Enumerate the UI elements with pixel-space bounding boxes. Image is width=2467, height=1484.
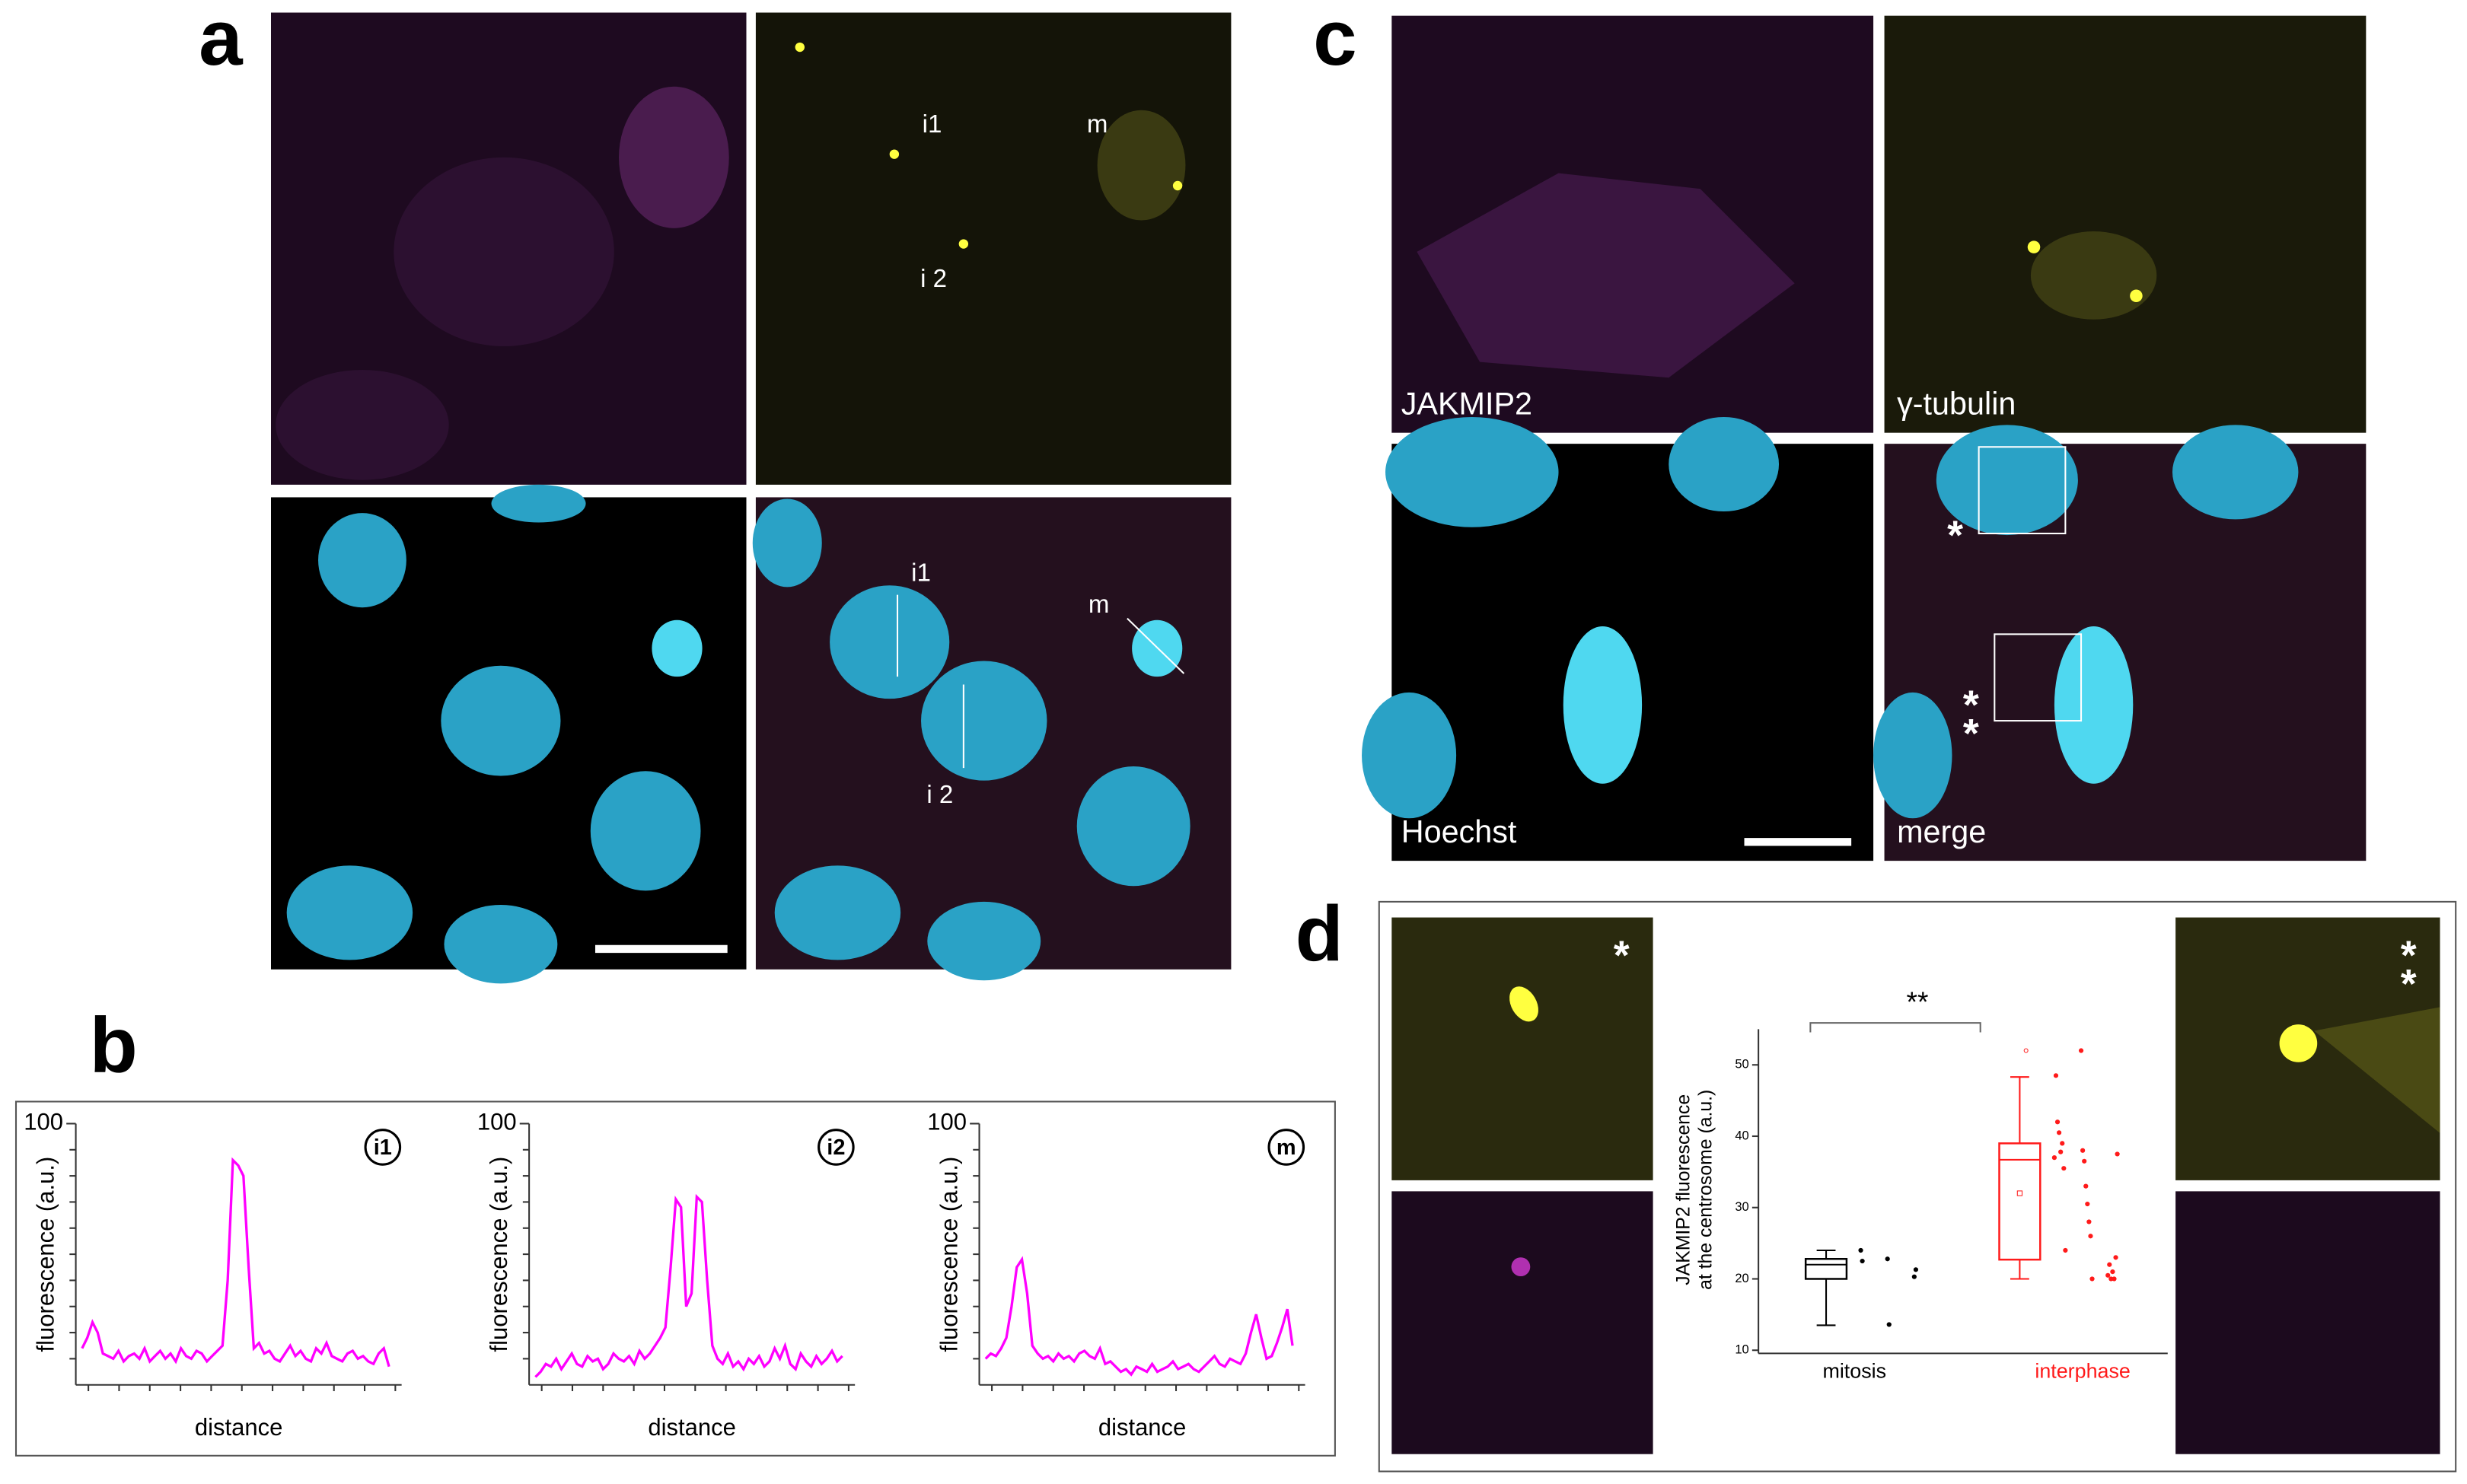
profile-line	[984, 1256, 1294, 1377]
x-axis-label: distance	[648, 1414, 735, 1441]
micrograph	[2175, 1191, 2440, 1454]
micrograph	[1873, 425, 2367, 861]
profile-line	[534, 1193, 843, 1378]
profile-line	[81, 1157, 390, 1368]
channel-label: merge	[1897, 814, 1986, 849]
panel-frame	[1378, 900, 2457, 1473]
y-axis-label: fluorescence (a.u.)	[936, 1157, 963, 1352]
channel-label: Hoechst	[1401, 814, 1517, 849]
panel-letter: c	[1313, 0, 1357, 81]
data-point	[2061, 1166, 2067, 1171]
panel-frame	[14, 1100, 1336, 1457]
micrograph	[2175, 917, 2440, 1180]
box	[1804, 1257, 1848, 1280]
data-point	[2058, 1149, 2064, 1154]
data-point	[2085, 1201, 2090, 1207]
data-point	[2112, 1276, 2117, 1282]
cell-label: m	[1088, 591, 1110, 619]
data-point	[2088, 1234, 2093, 1239]
badge	[1267, 1129, 1305, 1166]
annotation: i2	[827, 1135, 845, 1160]
y-axis-label: JAKMIP2 fluorescence	[1673, 1094, 1694, 1285]
channel-label: JAKMIP2	[1401, 386, 1532, 421]
cell-label: i1	[911, 559, 931, 588]
mean-marker	[2016, 1190, 2023, 1196]
asterisk: *	[1614, 933, 1630, 979]
data-point	[2086, 1219, 2092, 1224]
data-point	[2083, 1183, 2089, 1189]
data-point	[2080, 1148, 2086, 1153]
category-label: interphase	[2035, 1359, 2131, 1382]
data-point	[2110, 1269, 2115, 1275]
x-axis-label: distance	[195, 1414, 282, 1441]
y-tick-label: 40	[1735, 1128, 1748, 1142]
asterisk: *	[2401, 933, 2417, 979]
data-point	[2115, 1151, 2120, 1157]
y-tick-label: 20	[1735, 1271, 1748, 1285]
annotation: **	[1907, 986, 1929, 1017]
data-point	[2060, 1141, 2065, 1146]
annotation: i1	[374, 1135, 392, 1160]
y-tick-label: 10	[1735, 1342, 1748, 1357]
data-point	[1858, 1247, 1863, 1253]
data-point	[2107, 1262, 2112, 1267]
box	[1998, 1142, 2041, 1261]
panel-letter: a	[199, 0, 244, 81]
badge	[364, 1129, 402, 1166]
data-point	[2082, 1158, 2087, 1164]
cell-label: i1	[923, 110, 942, 139]
micrograph	[1391, 917, 1653, 1180]
data-point	[2063, 1247, 2068, 1253]
panel-letter: b	[90, 1001, 138, 1089]
micrograph	[1391, 15, 1874, 433]
y-tick-label: 100	[24, 1109, 63, 1135]
y-tick-label: 100	[477, 1109, 517, 1135]
y-axis-label: at the centrosome (a.u.)	[1695, 1090, 1716, 1290]
asterisk: *	[1963, 711, 1979, 756]
data-point	[2053, 1073, 2059, 1078]
data-point	[1886, 1322, 1892, 1327]
outlier	[2023, 1048, 2029, 1053]
x-axis-label: distance	[1098, 1414, 1186, 1441]
data-point	[2105, 1272, 2111, 1278]
micrograph	[1362, 416, 1874, 861]
significance-bracket	[1809, 1022, 1981, 1033]
data-point	[2054, 1119, 2061, 1125]
asterisk: *	[1963, 683, 1979, 728]
micrograph	[1391, 1191, 1653, 1454]
micrograph	[1884, 15, 2367, 433]
data-point	[2113, 1255, 2118, 1260]
annotation: m	[1277, 1135, 1296, 1160]
micrograph	[270, 484, 747, 984]
data-point	[2089, 1276, 2095, 1282]
y-tick-label: 100	[927, 1109, 967, 1135]
category-label: mitosis	[1822, 1359, 1886, 1382]
data-point	[2078, 1048, 2084, 1053]
y-tick-label: 50	[1735, 1057, 1748, 1072]
asterisk: *	[2401, 961, 2417, 1007]
badge	[818, 1129, 855, 1166]
data-point	[2051, 1155, 2057, 1161]
cell-label: i 2	[920, 265, 947, 293]
data-point	[1860, 1258, 1865, 1264]
panel-letter: d	[1296, 889, 1343, 977]
micrograph	[755, 12, 1232, 485]
cell-label: m	[1087, 110, 1108, 139]
data-point	[2056, 1130, 2062, 1135]
data-point	[1885, 1256, 1890, 1262]
micrograph	[270, 12, 747, 485]
cell-label: i 2	[926, 781, 953, 809]
data-point	[1911, 1274, 1917, 1279]
y-axis-label: fluorescence (a.u.)	[33, 1157, 59, 1352]
data-point	[1913, 1267, 1919, 1272]
micrograph	[752, 497, 1232, 981]
y-axis-label: fluorescence (a.u.)	[486, 1157, 512, 1352]
y-tick-label: 30	[1735, 1199, 1748, 1214]
channel-label: γ-tubulin	[1897, 386, 2016, 421]
asterisk: *	[1947, 512, 1963, 558]
